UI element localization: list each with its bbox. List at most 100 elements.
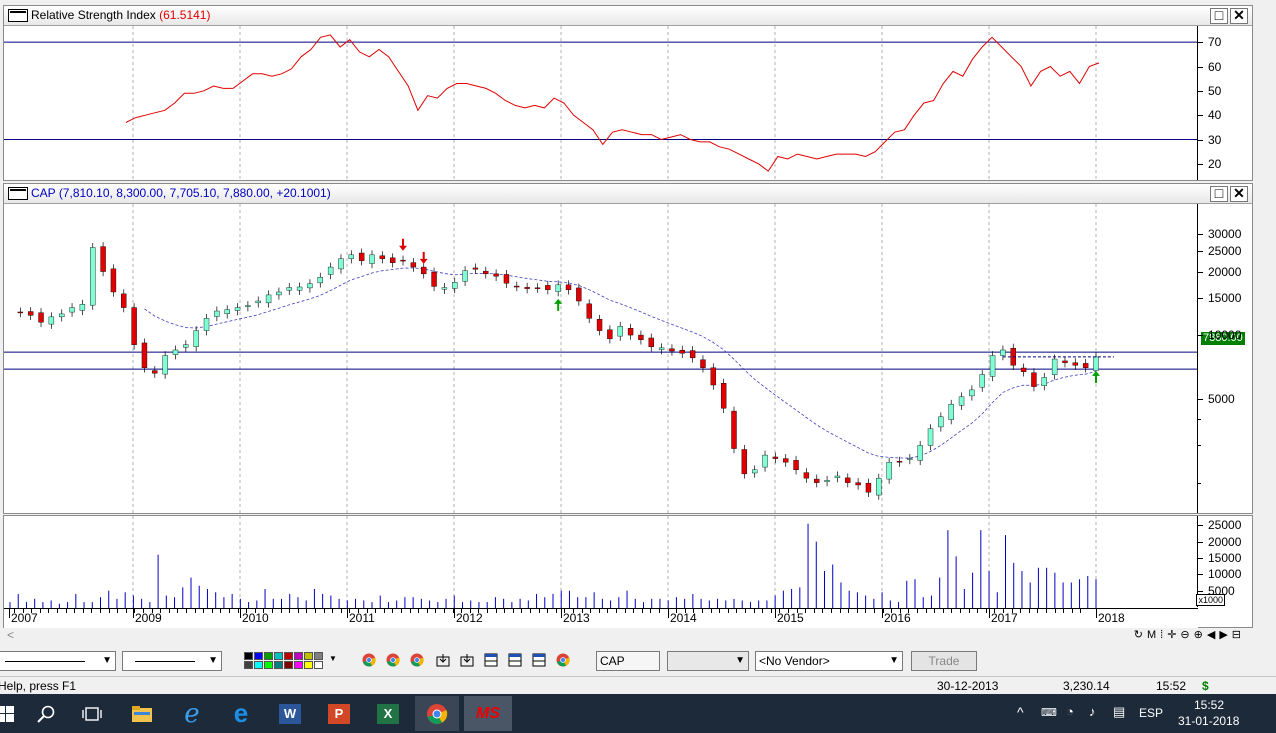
- line-width-dropdown[interactable]: ▼: [122, 651, 222, 671]
- trade-button[interactable]: Trade: [911, 651, 977, 671]
- candle-down: [493, 273, 499, 277]
- price-plot[interactable]: [4, 204, 1198, 513]
- clock-time[interactable]: 15:52: [1194, 698, 1225, 712]
- chevron-down-icon: ▼: [208, 655, 218, 666]
- end-icon[interactable]: ⊟: [1231, 629, 1245, 641]
- year-tick: [1096, 609, 1097, 618]
- task-view-icon[interactable]: [70, 696, 114, 731]
- layout-icon[interactable]: [484, 653, 500, 669]
- color-palette[interactable]: [244, 652, 328, 670]
- chrome-icon[interactable]: [362, 653, 378, 669]
- palette-swatch[interactable]: [264, 652, 273, 660]
- price-restore-button[interactable]: □: [1210, 186, 1228, 202]
- split-icon[interactable]: ⁞: [1160, 629, 1168, 641]
- volume-axis: 25000 20000 15000 10000 5000: [1197, 516, 1252, 607]
- show-hidden-icons[interactable]: ^: [1017, 704, 1024, 720]
- palette-swatch[interactable]: [314, 661, 323, 669]
- status-value: 3,230.14: [1063, 679, 1110, 693]
- zoom-out-icon[interactable]: ⊖: [1180, 629, 1194, 641]
- candle-up: [193, 330, 199, 347]
- month-tick: [117, 609, 119, 613]
- price-axis-tick-label: 15000: [1208, 290, 1242, 305]
- price-axis-tick: [1198, 297, 1203, 299]
- chrome-icon[interactable]: [410, 653, 426, 669]
- month-tick: [985, 609, 987, 613]
- palette-swatch[interactable]: [244, 661, 253, 669]
- chrome-icon[interactable]: [556, 653, 572, 669]
- edge-icon[interactable]: e: [233, 698, 249, 728]
- volume-axis-tick: [1198, 590, 1203, 592]
- month-tick: [865, 609, 867, 613]
- windows-start-icon[interactable]: [0, 696, 28, 731]
- chrome-icon[interactable]: [386, 653, 402, 669]
- scroll-prev-icon[interactable]: ◀: [1206, 629, 1220, 641]
- file-explorer-icon[interactable]: [120, 696, 164, 731]
- candle-down: [110, 268, 117, 293]
- horizontal-scrollbar[interactable]: < ↻M⁞✛⊖⊕◀▶⊟: [3, 628, 1253, 644]
- month-tick: [968, 609, 970, 613]
- metastock-icon[interactable]: MS: [464, 696, 512, 731]
- panel-menu-icon[interactable]: [8, 187, 28, 200]
- palette-swatch[interactable]: [314, 652, 323, 660]
- scroll-left-icon[interactable]: <: [7, 628, 15, 642]
- candle-down: [586, 303, 592, 319]
- candle-down: [27, 311, 34, 316]
- layout-icon[interactable]: [532, 653, 548, 669]
- language-indicator[interactable]: ESP: [1139, 706, 1164, 720]
- currency-icon: $: [1202, 679, 1209, 693]
- palette-dropdown-icon[interactable]: ▼: [329, 654, 337, 663]
- chrome-icon[interactable]: [415, 696, 459, 731]
- layout-icon[interactable]: [508, 653, 524, 669]
- palette-swatch[interactable]: [294, 652, 303, 660]
- clock-date[interactable]: 31-01-2018: [1178, 714, 1240, 728]
- symbol-field[interactable]: CAP: [596, 651, 660, 671]
- line-style-dropdown[interactable]: ▼: [0, 651, 116, 671]
- palette-swatch[interactable]: [304, 652, 313, 660]
- word-icon[interactable]: W: [268, 696, 312, 731]
- volume-plot[interactable]: [4, 516, 1198, 609]
- palette-swatch[interactable]: [284, 652, 293, 660]
- keyboard-icon[interactable]: ⌨: [1041, 707, 1057, 719]
- move-icon[interactable]: ✛: [1167, 629, 1181, 641]
- month-tick: [57, 609, 58, 613]
- import-icon[interactable]: [460, 653, 476, 669]
- palette-swatch[interactable]: [254, 661, 263, 669]
- rsi-plot[interactable]: [4, 26, 1198, 180]
- candle-up: [989, 355, 996, 377]
- volume-icon[interactable]: ♪: [1089, 704, 1096, 719]
- month-tick: [942, 609, 944, 613]
- m-icon[interactable]: M: [1146, 629, 1161, 641]
- scroll-next-icon[interactable]: ▶: [1219, 629, 1232, 641]
- rsi-restore-button[interactable]: □: [1210, 8, 1228, 24]
- month-tick: [237, 609, 239, 613]
- zoom-in-icon[interactable]: ⊕: [1193, 629, 1207, 641]
- internet-explorer-icon[interactable]: e: [184, 698, 200, 729]
- candle-up: [276, 291, 282, 296]
- month-tick: [874, 609, 875, 613]
- panel-menu-icon[interactable]: [8, 9, 28, 22]
- candle-down: [783, 458, 789, 463]
- excel-icon[interactable]: X: [366, 696, 410, 731]
- month-tick: [504, 609, 506, 613]
- search-icon[interactable]: [24, 696, 68, 731]
- period-dropdown[interactable]: ▼: [667, 651, 749, 671]
- refresh-icon[interactable]: ↻: [1133, 629, 1147, 641]
- palette-swatch[interactable]: [244, 652, 253, 660]
- palette-swatch[interactable]: [264, 661, 273, 669]
- palette-swatch[interactable]: [284, 661, 293, 669]
- network-icon[interactable]: ◔: [1066, 704, 1074, 719]
- palette-swatch[interactable]: [254, 652, 263, 660]
- vendor-dropdown[interactable]: <No Vendor> ▼: [755, 651, 903, 671]
- year-label: 2016: [884, 611, 911, 625]
- candle-up: [1000, 349, 1006, 356]
- powerpoint-icon[interactable]: P: [317, 696, 361, 731]
- candle-down: [596, 319, 603, 331]
- price-close-button[interactable]: ✕: [1230, 186, 1248, 202]
- palette-swatch[interactable]: [274, 661, 283, 669]
- palette-swatch[interactable]: [274, 652, 283, 660]
- palette-swatch[interactable]: [304, 661, 313, 669]
- import-icon[interactable]: [436, 653, 452, 669]
- palette-swatch[interactable]: [294, 661, 303, 669]
- rsi-close-button[interactable]: ✕: [1230, 8, 1248, 24]
- notifications-icon[interactable]: ▤: [1113, 704, 1126, 719]
